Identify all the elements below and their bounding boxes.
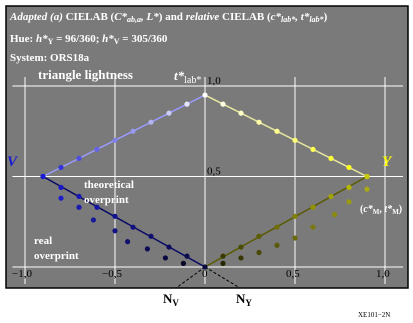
vertex-y-label: Y xyxy=(382,154,393,170)
real-right-point xyxy=(292,235,298,241)
upper-right-point xyxy=(238,110,244,116)
real-right-point xyxy=(274,242,280,248)
theoretical-right-point xyxy=(238,244,244,250)
upper-right-point xyxy=(328,155,334,161)
theoretical-left-point xyxy=(148,233,154,239)
upper-left-point xyxy=(166,110,172,116)
vertex-v-label: V xyxy=(7,154,19,170)
theoretical-left-point xyxy=(184,253,190,259)
upper-right-point xyxy=(220,101,226,107)
theoretical-right-point xyxy=(292,213,298,219)
upper-left-point xyxy=(112,137,118,143)
plot-background xyxy=(5,5,409,289)
real-right-point xyxy=(256,249,262,256)
real-left-point xyxy=(112,228,118,234)
y-tick-label: 1,0 xyxy=(207,75,221,87)
real-right-point xyxy=(310,224,316,230)
header-line-2: Hue: h*Y = 96/360; h*V = 305/360 xyxy=(10,33,168,46)
upper-right-point xyxy=(346,164,352,171)
upper-left-point xyxy=(130,128,136,134)
real-left-point xyxy=(58,195,64,201)
chart-lines xyxy=(42,94,368,289)
t-axis-label: t*lab* xyxy=(174,68,201,86)
data-points xyxy=(40,92,370,270)
nv-dashed-line xyxy=(175,266,206,289)
x-axis-label: relative chroma xyxy=(262,289,347,304)
upper-left-point xyxy=(76,155,82,161)
upper-right-point xyxy=(310,146,316,152)
real-left-point xyxy=(125,239,131,245)
upper-left-point xyxy=(94,146,100,152)
grid xyxy=(12,76,403,285)
upper-left-point xyxy=(148,119,154,125)
real-left-point xyxy=(76,204,82,210)
theoretical-right-point xyxy=(364,173,370,180)
n-v-label: NV xyxy=(163,291,179,308)
x-tick-label: 0,5 xyxy=(286,268,300,280)
x-axis-symbol: c*lab* xyxy=(373,290,400,306)
x-tick-label: −1,0 xyxy=(12,268,32,280)
real-left-point xyxy=(90,217,96,223)
real-right-point xyxy=(364,186,370,192)
real-right-point xyxy=(220,260,226,266)
x-tick-label: 1,0 xyxy=(376,268,390,280)
theoretical-left-point xyxy=(94,204,100,210)
theoretical-left-point xyxy=(166,244,172,250)
real-left-point xyxy=(162,255,168,261)
real-right-point xyxy=(238,255,244,261)
upper-left-point xyxy=(184,101,190,107)
theoretical-left-point xyxy=(112,213,118,219)
upper-right-point xyxy=(274,128,280,134)
cm-tm-label: (c*M, t*M) xyxy=(360,204,402,216)
upper-left-point xyxy=(58,164,64,171)
y-tick-label: 0,5 xyxy=(207,166,221,178)
upper-right-edge xyxy=(204,94,368,178)
ny-dashed-line xyxy=(204,266,241,289)
real-right-point xyxy=(332,211,338,218)
theoretical-left-point xyxy=(130,224,136,230)
x-tick-label: 0 xyxy=(202,268,208,280)
lower-left-edge xyxy=(42,175,206,268)
upper-left-edge xyxy=(42,94,206,178)
upper-left-point xyxy=(202,92,208,98)
theoretical-left-point xyxy=(76,193,82,200)
theoretical-left-point xyxy=(202,264,208,270)
theoretical-right-point xyxy=(256,233,262,239)
tick-labels: −1,0 −0,5 0 0,5 1,0 0,5 1,0 xyxy=(12,75,390,280)
triangle-lightness-label: triangle lightness xyxy=(38,67,133,82)
theoretical-right-point xyxy=(220,253,226,259)
upper-right-point xyxy=(256,119,262,125)
footer-code: XE101−2N xyxy=(358,311,390,319)
real-left-point xyxy=(144,246,150,252)
x-tick-label: −0,5 xyxy=(102,268,122,280)
theoretical-label: theoretical xyxy=(84,179,134,191)
theoretical-right-point xyxy=(274,224,280,230)
real-left-point xyxy=(180,260,186,266)
lower-right-edge xyxy=(204,175,368,268)
theoretical-left-point xyxy=(58,184,64,190)
real-label: real xyxy=(34,235,52,247)
header-line-1: Adapted (a) CIELAB (C*ab,a, L*) and rela… xyxy=(9,11,328,24)
theoretical-right-point xyxy=(310,204,316,210)
upper-right-point xyxy=(292,137,298,143)
theoretical-right-point xyxy=(346,184,352,190)
theoretical-left-point xyxy=(40,173,46,180)
n-y-label: NY xyxy=(236,291,252,308)
real-right-point xyxy=(346,199,352,205)
real-overprint-label: overprint xyxy=(34,250,79,262)
theoretical-right-point xyxy=(328,193,334,200)
theoretical-overprint-label: overprint xyxy=(84,194,129,206)
header-line-3: System: ORS18a xyxy=(10,52,90,64)
